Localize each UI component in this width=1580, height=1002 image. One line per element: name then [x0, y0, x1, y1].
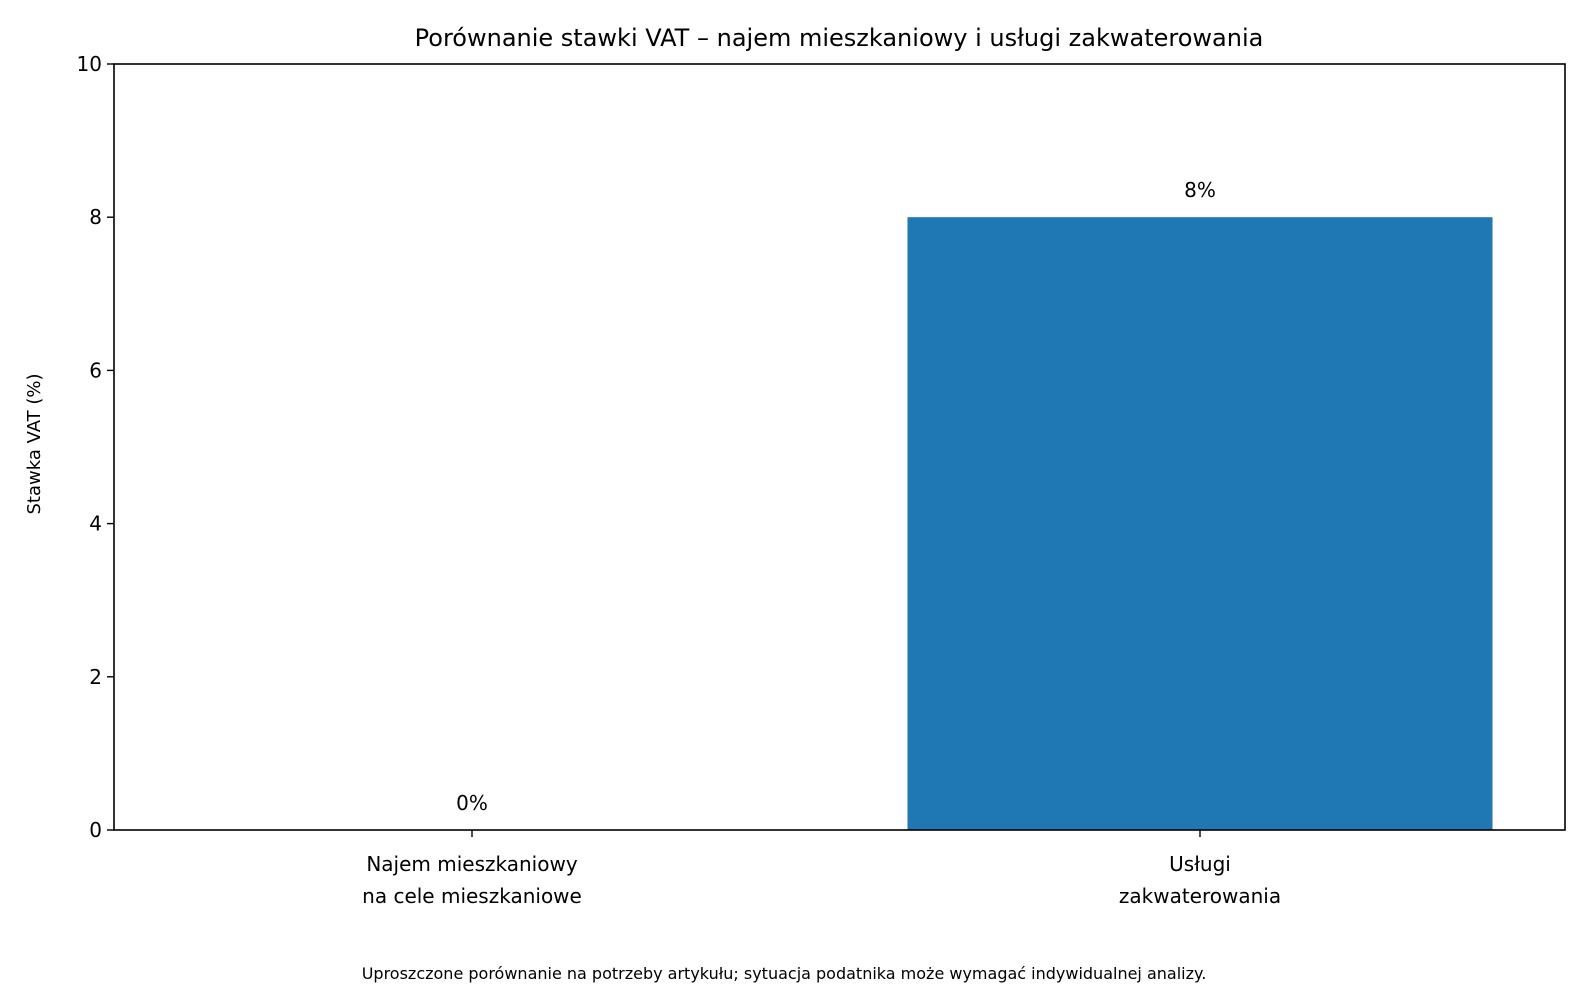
y-tick-label: 6 — [89, 358, 102, 382]
y-axis-ticks: 0 2 4 6 8 10 — [77, 52, 114, 842]
y-tick-label: 0 — [89, 818, 102, 842]
bar-value-labels: 0% 8% — [456, 178, 1216, 815]
bars — [907, 217, 1493, 830]
x-tick-label: Usługi — [1169, 852, 1231, 876]
y-axis-label: Stawka VAT (%) — [24, 373, 45, 514]
y-tick-label: 4 — [89, 512, 102, 536]
bar-value-label: 0% — [456, 791, 488, 815]
footnote: Uproszczone porównanie na potrzeby artyk… — [362, 964, 1207, 983]
bar — [907, 217, 1493, 830]
x-tick-label: zakwaterowania — [1119, 884, 1281, 908]
chart-title: Porównanie stawki VAT – najem mieszkanio… — [415, 24, 1264, 52]
y-tick-label: 2 — [89, 665, 102, 689]
y-tick-label: 8 — [89, 205, 102, 229]
x-tick-label: Najem mieszkaniowy — [366, 852, 577, 876]
y-tick-label: 10 — [77, 52, 102, 76]
plot-frame — [113, 63, 1566, 831]
x-tick-label: na cele mieszkaniowe — [362, 884, 582, 908]
x-axis-ticks: Najem mieszkaniowy na cele mieszkaniowe Us… — [362, 830, 1281, 908]
bar-value-label: 8% — [1184, 178, 1216, 202]
